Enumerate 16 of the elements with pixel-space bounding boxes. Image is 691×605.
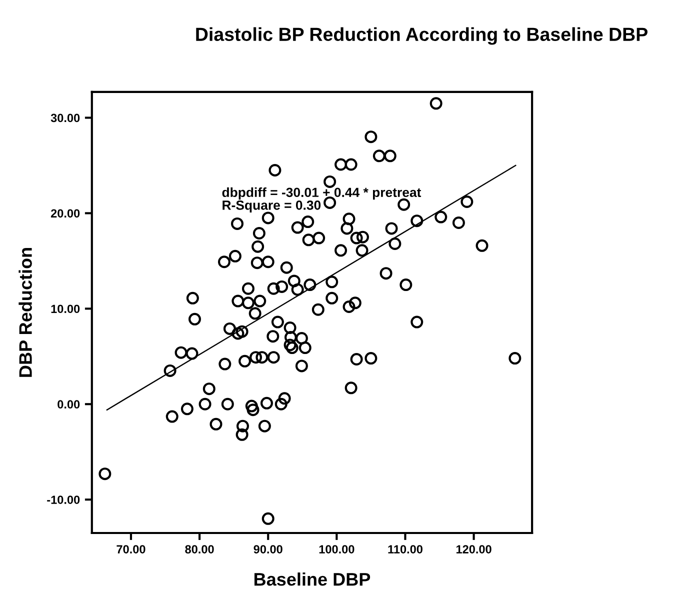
x-tick-label: 100.00 — [319, 545, 354, 554]
x-tick-label: 70.00 — [116, 545, 146, 554]
x-tick-label: 80.00 — [185, 545, 214, 554]
y-tick-label: 10.00 — [51, 304, 80, 314]
y-tick-label: -10.00 — [47, 496, 80, 504]
x-tick-label: 120.00 — [456, 545, 492, 554]
x-tick-label: 90.00 — [254, 545, 282, 554]
y-tick-label: 30.00 — [50, 114, 80, 122]
annotation: dbpdiff = -30.01 + 0.44 * pretreat — [222, 187, 422, 200]
x-axis-title: Baseline DBP — [254, 572, 370, 586]
y-tick-label: 0.00 — [58, 400, 80, 409]
x-tick-label: 110.00 — [388, 545, 422, 554]
y-axis-title: DBP Reduction — [18, 248, 32, 377]
chart-title: Diastolic BP Reduction According to Baseline DBP — [196, 27, 648, 45]
annotation: R-Square = 0.30 — [222, 200, 321, 212]
y-tick-label: 20.00 — [50, 209, 80, 218]
